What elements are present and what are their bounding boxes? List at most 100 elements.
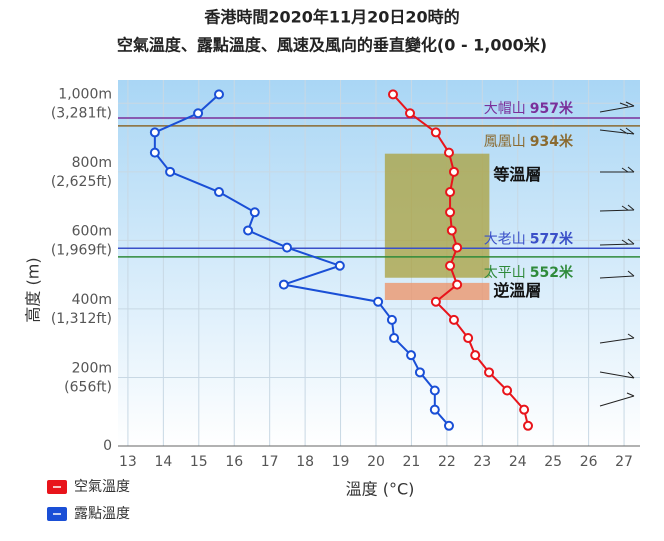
data-point <box>443 420 454 431</box>
series-lines <box>149 89 534 431</box>
x-tick-label: 22 <box>438 454 456 470</box>
y-tick-sublabel: (656ft) <box>64 379 112 395</box>
wind-barb <box>599 238 635 246</box>
data-point <box>278 279 289 290</box>
wind-barb <box>599 371 635 379</box>
data-point <box>502 385 513 396</box>
x-tick-label: 26 <box>580 454 598 470</box>
mountain-height: 577米 <box>530 230 574 247</box>
x-tick-label: 25 <box>544 454 562 470</box>
y-tick-label: 400m <box>72 292 112 308</box>
mountain-name: 鳳凰山 <box>484 134 526 150</box>
wind-barb <box>599 392 635 407</box>
x-tick-label: 18 <box>296 454 314 470</box>
data-point <box>386 314 397 325</box>
data-point <box>445 207 456 218</box>
data-point <box>445 260 456 271</box>
mountain-name: 大老山 <box>484 231 526 247</box>
data-point <box>243 225 254 236</box>
data-point <box>452 279 463 290</box>
data-point <box>429 385 440 396</box>
chart-title: 香港時間2020年11月20日20時的 <box>203 8 459 27</box>
y-tick-sublabel: (2,625ft) <box>51 174 112 190</box>
data-point <box>452 242 463 253</box>
data-point <box>443 147 454 158</box>
x-tick-label: 16 <box>225 454 243 470</box>
region-label: 逆溫層 <box>493 281 541 300</box>
wind-barb <box>600 166 635 173</box>
mountain-height: 552米 <box>530 264 574 281</box>
y-tick-sublabel: (3,281ft) <box>51 105 112 121</box>
data-point <box>463 333 474 344</box>
wind-barb <box>599 270 635 279</box>
region <box>384 153 490 278</box>
chart-subtitle: 空氣溫度、露點溫度、風速及風向的垂直變化(0 - 1,000米) <box>117 36 547 55</box>
data-point <box>373 296 384 307</box>
data-point <box>445 187 456 198</box>
x-tick-label: 17 <box>261 454 279 470</box>
mountain-name: 太平山 <box>484 265 526 281</box>
y-tick-label: 1,000m <box>58 86 112 102</box>
x-tick-label: 20 <box>367 454 385 470</box>
data-point <box>430 296 441 307</box>
data-point <box>149 127 160 138</box>
data-point <box>387 89 398 100</box>
y-tick-label: 200m <box>72 360 112 376</box>
data-point <box>193 108 204 119</box>
data-point <box>282 242 293 253</box>
data-point <box>405 108 416 119</box>
y-tick-label: 800m <box>72 155 112 171</box>
wind-barb <box>599 101 635 113</box>
x-tick-label: 13 <box>119 454 137 470</box>
mountain-label: 大帽山 957米 <box>484 100 574 117</box>
data-point <box>414 367 425 378</box>
data-point <box>470 350 481 361</box>
x-tick-label: 24 <box>509 454 527 470</box>
data-point <box>430 127 441 138</box>
data-point <box>523 420 534 431</box>
data-point <box>149 147 160 158</box>
y-tick-label: 0 <box>103 438 112 454</box>
data-point <box>429 404 440 415</box>
mountain-label: 太平山 552米 <box>484 264 574 281</box>
data-point <box>334 260 345 271</box>
wind-barb <box>599 333 635 344</box>
x-tick-label: 19 <box>332 454 350 470</box>
data-point <box>448 166 459 177</box>
data-point <box>249 207 260 218</box>
x-tick-label: 14 <box>154 454 172 470</box>
data-point <box>165 166 176 177</box>
x-axis-label: 溫度 (°C) <box>346 480 415 499</box>
data-point <box>406 350 417 361</box>
legend-label: 空氣溫度 <box>74 479 130 495</box>
x-tick-label: 23 <box>473 454 491 470</box>
y-axis-label: 高度 (m) <box>24 257 43 322</box>
legend-label: 露點溫度 <box>74 506 130 522</box>
mountain-height: 957米 <box>530 100 574 117</box>
mountain-label: 鳳凰山 934米 <box>484 133 574 150</box>
region <box>384 282 490 301</box>
mountain-name: 大帽山 <box>484 101 526 117</box>
wind-barb <box>599 204 635 212</box>
x-tick-label: 27 <box>615 454 633 470</box>
data-point <box>213 89 224 100</box>
x-tick-label: 15 <box>190 454 208 470</box>
data-point <box>448 314 459 325</box>
data-point <box>519 404 530 415</box>
y-tick-label: 600m <box>72 223 112 239</box>
wind-barb <box>599 127 635 135</box>
data-point <box>484 367 495 378</box>
mountain-height: 934米 <box>530 133 574 150</box>
y-tick-sublabel: (1,969ft) <box>51 242 112 258</box>
data-point <box>213 187 224 198</box>
x-tick-label: 21 <box>403 454 421 470</box>
data-point <box>389 333 400 344</box>
data-point <box>446 225 457 236</box>
mountain-label: 大老山 577米 <box>484 230 574 247</box>
region-label: 等溫層 <box>492 165 541 184</box>
wind-barbs <box>599 101 635 407</box>
y-tick-sublabel: (1,312ft) <box>51 311 112 327</box>
